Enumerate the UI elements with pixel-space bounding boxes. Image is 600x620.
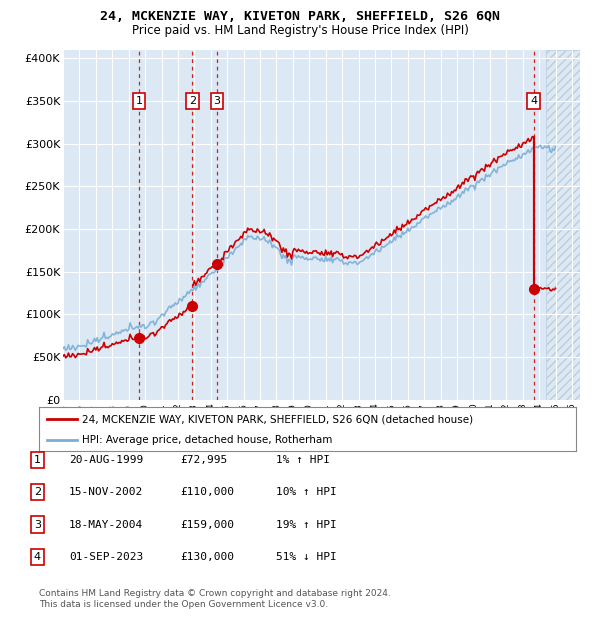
Text: 4: 4 [34, 552, 41, 562]
Text: Contains HM Land Registry data © Crown copyright and database right 2024.
This d: Contains HM Land Registry data © Crown c… [39, 590, 391, 609]
Text: 10% ↑ HPI: 10% ↑ HPI [276, 487, 337, 497]
Text: 1% ↑ HPI: 1% ↑ HPI [276, 455, 330, 465]
Text: £72,995: £72,995 [180, 455, 227, 465]
Text: 51% ↓ HPI: 51% ↓ HPI [276, 552, 337, 562]
Text: 1: 1 [34, 455, 41, 465]
Text: 3: 3 [214, 96, 221, 106]
Text: 4: 4 [530, 96, 537, 106]
Bar [546, 50, 580, 400]
Text: 24, MCKENZIE WAY, KIVETON PARK, SHEFFIELD, S26 6QN (detached house): 24, MCKENZIE WAY, KIVETON PARK, SHEFFIEL… [82, 414, 473, 424]
Text: 2: 2 [34, 487, 41, 497]
Text: 3: 3 [34, 520, 41, 529]
Text: £159,000: £159,000 [180, 520, 234, 529]
Text: 01-SEP-2023: 01-SEP-2023 [69, 552, 143, 562]
Text: 19% ↑ HPI: 19% ↑ HPI [276, 520, 337, 529]
Text: 20-AUG-1999: 20-AUG-1999 [69, 455, 143, 465]
Text: £110,000: £110,000 [180, 487, 234, 497]
Text: £130,000: £130,000 [180, 552, 234, 562]
Text: 1: 1 [136, 96, 143, 106]
Text: 2: 2 [189, 96, 196, 106]
Text: HPI: Average price, detached house, Rotherham: HPI: Average price, detached house, Roth… [82, 435, 332, 445]
Text: Price paid vs. HM Land Registry's House Price Index (HPI): Price paid vs. HM Land Registry's House … [131, 24, 469, 37]
Text: 15-NOV-2002: 15-NOV-2002 [69, 487, 143, 497]
Text: 24, MCKENZIE WAY, KIVETON PARK, SHEFFIELD, S26 6QN: 24, MCKENZIE WAY, KIVETON PARK, SHEFFIEL… [100, 10, 500, 23]
Text: 18-MAY-2004: 18-MAY-2004 [69, 520, 143, 529]
